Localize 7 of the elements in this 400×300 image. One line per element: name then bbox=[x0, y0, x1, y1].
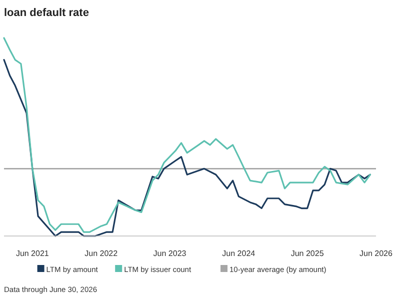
chart-title: loan default rate bbox=[4, 7, 89, 19]
x-tick-label: Jun 2025 bbox=[290, 249, 324, 258]
x-tick-label: Jun 2022 bbox=[84, 249, 118, 258]
x-tick-label: Jun 2021 bbox=[16, 249, 50, 258]
x-tick-label: Jun 2023 bbox=[153, 249, 187, 258]
x-tick-label: Jun 2026 bbox=[360, 249, 394, 258]
x-tick-label: Jun 2024 bbox=[222, 249, 256, 258]
